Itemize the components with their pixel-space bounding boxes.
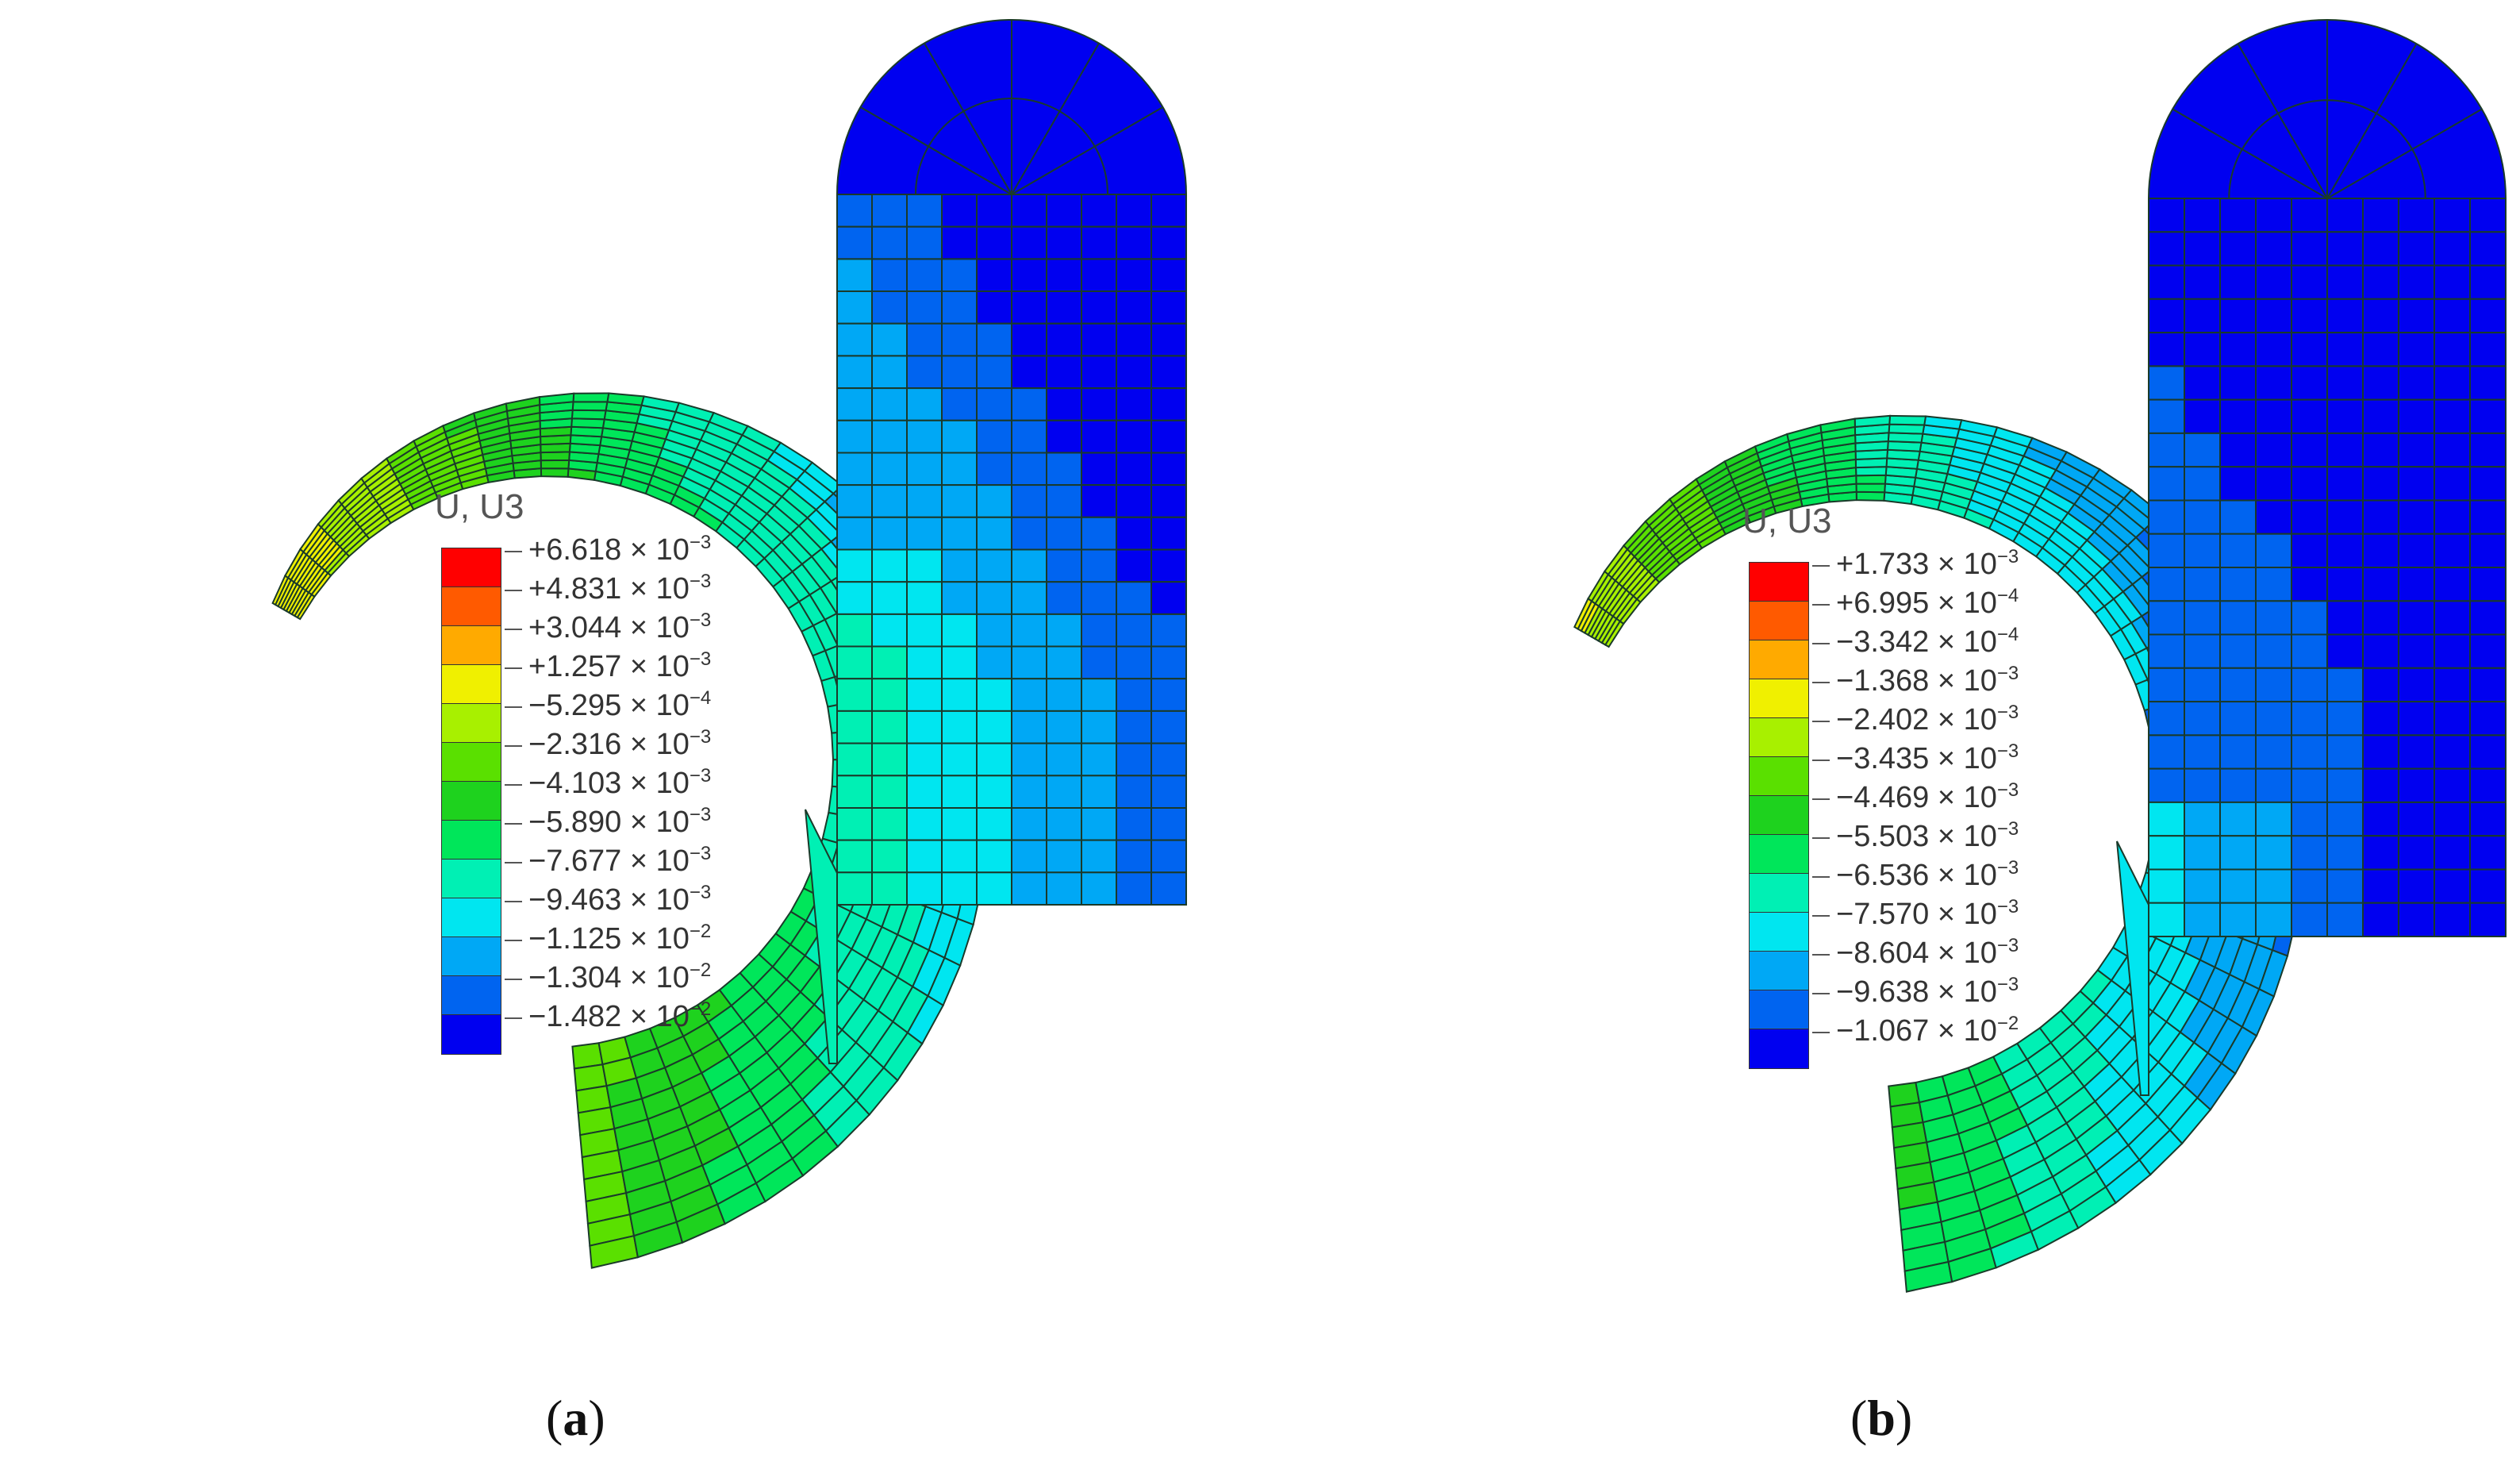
legend-swatch xyxy=(1750,679,1808,718)
legend-label: +1.257 × 10−3 xyxy=(505,650,711,682)
legend-label: −4.469 × 10−3 xyxy=(1812,781,2019,813)
legend-swatch xyxy=(442,898,501,937)
legend-label: −1.482 × 10−2 xyxy=(505,1000,711,1032)
legend-swatches-b xyxy=(1749,562,1809,1069)
caption-b: (b) xyxy=(1850,1390,1913,1446)
legend-swatch xyxy=(1750,757,1808,796)
legend-swatch xyxy=(442,626,501,665)
legend-swatch xyxy=(442,976,501,1015)
caption-a: (a) xyxy=(546,1390,605,1446)
legend-swatch xyxy=(1750,952,1808,990)
legend-label: −2.402 × 10−3 xyxy=(1812,703,2019,735)
legend-label: +1.733 × 10−3 xyxy=(1812,548,2019,579)
legend-swatch xyxy=(442,860,501,898)
legend-swatch xyxy=(442,548,501,587)
legend-label: −2.316 × 10−3 xyxy=(505,728,711,760)
legend-label: −1.067 × 10−2 xyxy=(1812,1014,2019,1046)
fem-contour-plot-a xyxy=(271,19,1188,1269)
fem-contour-plot-b xyxy=(1573,19,2507,1293)
legend-swatch xyxy=(1750,913,1808,952)
legend-label: −7.677 × 10−3 xyxy=(505,844,711,876)
legend-label: −8.604 × 10−3 xyxy=(1812,936,2019,968)
legend-swatch xyxy=(442,782,501,821)
legend-swatch xyxy=(1750,1029,1808,1068)
legend-swatch xyxy=(442,821,501,860)
legend-swatch xyxy=(1750,640,1808,679)
legend-label: −9.463 × 10−3 xyxy=(505,883,711,915)
panel-b: U, U3 +1.733 × 10−3 +6.995 × 10−4 −3.342 ×… xyxy=(1260,0,2520,1473)
legend-swatch xyxy=(442,743,501,782)
legend-label: +6.618 × 10−3 xyxy=(505,533,711,565)
legend-swatch xyxy=(1750,835,1808,874)
legend-label: −3.342 × 10−4 xyxy=(1812,625,2019,657)
legend-swatch xyxy=(442,1015,501,1054)
legend-swatch xyxy=(1750,990,1808,1029)
legend-label: −1.304 × 10−2 xyxy=(505,961,711,993)
legend-label: −4.103 × 10−3 xyxy=(505,767,711,798)
legend-label: −6.536 × 10−3 xyxy=(1812,859,2019,890)
legend-label: −1.125 × 10−2 xyxy=(505,922,711,954)
legend-swatch xyxy=(1750,874,1808,913)
legend-title-a: U, U3 xyxy=(435,487,524,526)
legend-swatch xyxy=(442,587,501,626)
legend-label: −3.435 × 10−3 xyxy=(1812,742,2019,774)
legend-swatch xyxy=(442,937,501,976)
legend-label: −5.890 × 10−3 xyxy=(505,806,711,837)
fem-mesh xyxy=(1573,19,2507,1293)
legend-label: +4.831 × 10−3 xyxy=(505,572,711,604)
legend-swatch xyxy=(442,665,501,704)
legend-label: +3.044 × 10−3 xyxy=(505,611,711,643)
legend-label: +6.995 × 10−4 xyxy=(1812,587,2019,618)
legend-swatch xyxy=(442,704,501,743)
legend-swatch xyxy=(1750,602,1808,640)
legend-label: −5.295 × 10−4 xyxy=(505,689,711,721)
legend-title-b: U, U3 xyxy=(1742,502,1832,540)
fem-mesh xyxy=(271,19,1188,1269)
legend-label: −1.368 × 10−3 xyxy=(1812,664,2019,696)
legend-swatch xyxy=(1750,718,1808,757)
legend-label: −9.638 × 10−3 xyxy=(1812,975,2019,1007)
legend-swatches-a xyxy=(441,548,501,1055)
legend-label: −7.570 × 10−3 xyxy=(1812,898,2019,929)
legend-label: −5.503 × 10−3 xyxy=(1812,820,2019,852)
panel-a: U, U3 +6.618 × 10−3 +4.831 × 10−3 +3.044 ×… xyxy=(271,19,1188,1446)
legend-swatch xyxy=(1750,796,1808,835)
legend-swatch xyxy=(1750,563,1808,602)
